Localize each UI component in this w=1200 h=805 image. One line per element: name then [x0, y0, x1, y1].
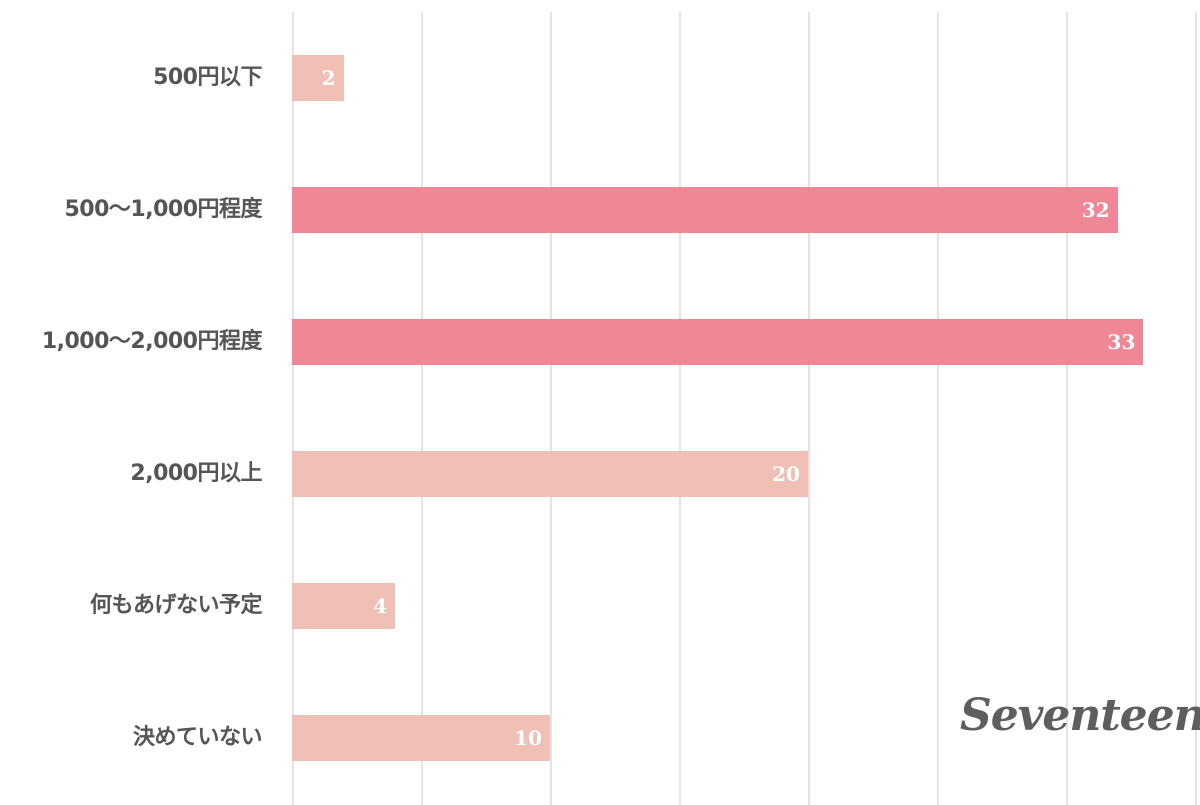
value-label: 4	[373, 594, 388, 618]
value-label: 32	[1081, 198, 1110, 222]
bar: 10	[292, 715, 550, 761]
value-label: 10	[514, 726, 542, 750]
bar-row: 500円以下 2	[0, 55, 1200, 101]
gridline	[679, 12, 681, 805]
bar-row: 2,000円以上 20	[0, 451, 1200, 497]
bar-row: 決めていない 10	[0, 715, 1200, 761]
bar: 2	[292, 55, 344, 101]
category-label: 500〜1,000円程度	[64, 197, 262, 222]
category-label: 何もあげない予定	[89, 593, 263, 618]
gridline	[550, 12, 552, 805]
value-label: 33	[1107, 330, 1136, 354]
category-label: 決めていない	[132, 725, 263, 750]
gridline	[937, 12, 939, 805]
bar: 33	[292, 319, 1144, 365]
bar-row: 500〜1,000円程度 32	[0, 187, 1200, 233]
bar: 32	[292, 187, 1118, 233]
bar: 20	[292, 451, 808, 497]
gridline	[1066, 12, 1068, 805]
category-label: 500円以下	[153, 65, 262, 90]
category-label: 2,000円以上	[130, 461, 262, 486]
value-label: 20	[772, 462, 800, 486]
gridline	[1195, 12, 1197, 805]
gridline	[292, 12, 294, 805]
gridline	[808, 12, 810, 805]
bar-row: 1,000〜2,000円程度 33	[0, 319, 1200, 365]
value-label: 2	[321, 66, 336, 90]
bar-row: 何もあげない予定 4	[0, 583, 1200, 629]
bar: 4	[292, 583, 396, 629]
seventeen-logo: Seventeen	[960, 690, 1200, 741]
category-label: 1,000〜2,000円程度	[41, 329, 263, 354]
gridline	[421, 12, 423, 805]
